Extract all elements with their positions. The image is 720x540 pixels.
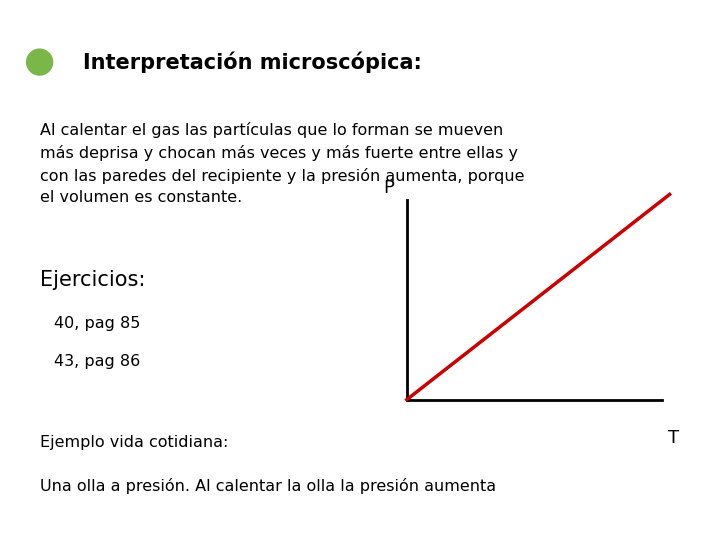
Text: 40, pag 85: 40, pag 85 [54, 316, 140, 331]
Text: 43, pag 86: 43, pag 86 [54, 354, 140, 369]
Text: Interpretación microscópica:: Interpretación microscópica: [83, 51, 422, 73]
Text: Al calentar el gas las partículas que lo forman se mueven
más deprisa y chocan m: Al calentar el gas las partículas que lo… [40, 122, 524, 205]
Text: Ejemplo vida cotidiana:: Ejemplo vida cotidiana: [40, 435, 228, 450]
Text: P: P [383, 179, 395, 197]
Text: Ejercicios:: Ejercicios: [40, 270, 145, 290]
Text: T: T [667, 429, 679, 447]
Text: Una olla a presión. Al calentar la olla la presión aumenta: Una olla a presión. Al calentar la olla … [40, 478, 496, 494]
